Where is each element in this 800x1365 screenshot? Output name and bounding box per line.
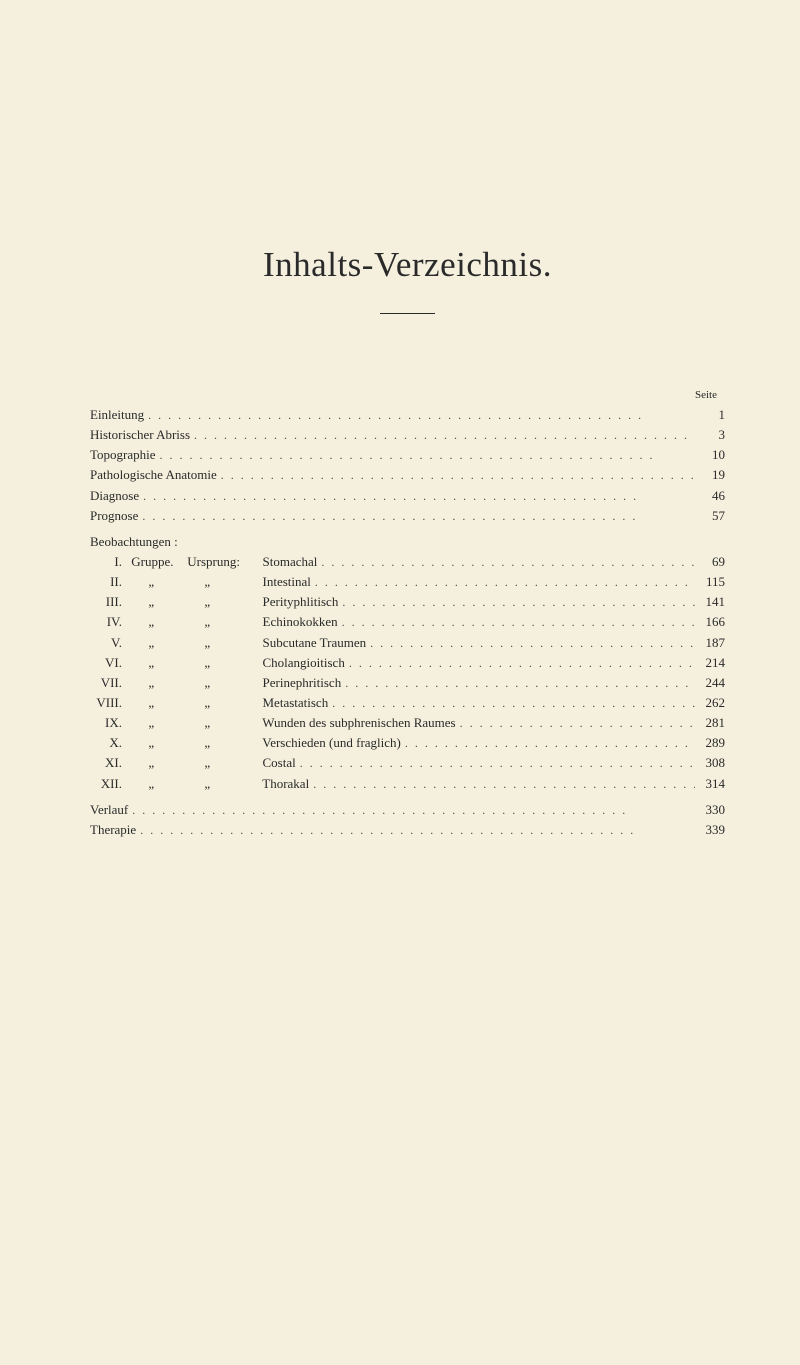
toc-label: V. „„ Subcutane Traumen [90, 633, 366, 653]
toc-page: 214 [695, 653, 725, 673]
toc-line: Topographie. . . . . . . . . . . . . . .… [90, 445, 725, 465]
toc-page: 166 [695, 612, 725, 632]
toc-page: 262 [695, 693, 725, 713]
toc-label: Prognose [90, 506, 138, 526]
toc-page: 330 [695, 800, 725, 820]
toc-label: XII. „„ Thorakal [90, 774, 309, 794]
toc-label: Therapie [90, 820, 136, 840]
sub-toc-section: I. Gruppe.Ursprung: Stomachal. . . . . .… [90, 552, 725, 794]
toc-page: 289 [695, 733, 725, 753]
toc-dots: . . . . . . . . . . . . . . . . . . . . … [366, 634, 695, 653]
toc-dots: . . . . . . . . . . . . . . . . . . . . … [296, 754, 695, 773]
toc-page: 1 [695, 405, 725, 425]
toc-label: Pathologische Anatomie [90, 465, 217, 485]
toc-label: Verlauf [90, 800, 128, 820]
toc-line: XI. „„ Costal. . . . . . . . . . . . . .… [90, 753, 725, 773]
toc-line: V. „„ Subcutane Traumen. . . . . . . . .… [90, 633, 725, 653]
toc-line: VII. „„ Perinephritisch. . . . . . . . .… [90, 673, 725, 693]
toc-label: VII. „„ Perinephritisch [90, 673, 341, 693]
toc-page: 46 [695, 486, 725, 506]
toc-label: II. „„ Intestinal [90, 572, 311, 592]
toc-dots: . . . . . . . . . . . . . . . . . . . . … [311, 573, 695, 592]
toc-label: X. „„ Verschieden (und fraglich) [90, 733, 401, 753]
toc-line: XII. „„ Thorakal. . . . . . . . . . . . … [90, 774, 725, 794]
toc-dots: . . . . . . . . . . . . . . . . . . . . … [136, 821, 695, 840]
toc-dots: . . . . . . . . . . . . . . . . . . . . … [341, 674, 695, 693]
toc-line: Diagnose. . . . . . . . . . . . . . . . … [90, 486, 725, 506]
toc-dots: . . . . . . . . . . . . . . . . . . . . … [328, 694, 695, 713]
toc-dots: . . . . . . . . . . . . . . . . . . . . … [401, 734, 695, 753]
toc-label: Historischer Abriss [90, 425, 190, 445]
toc-line: X. „„ Verschieden (und fraglich). . . . … [90, 733, 725, 753]
toc-line: Verlauf. . . . . . . . . . . . . . . . .… [90, 800, 725, 820]
toc-label: VIII. „„ Metastatisch [90, 693, 328, 713]
toc-label: Einleitung [90, 405, 144, 425]
toc-line: IX. „„ Wunden des subphrenischen Raumes.… [90, 713, 725, 733]
toc-page: 308 [695, 753, 725, 773]
toc-label: IX. „„ Wunden des subphrenischen Raumes [90, 713, 456, 733]
toc-dots: . . . . . . . . . . . . . . . . . . . . … [139, 487, 695, 506]
toc-page: 339 [695, 820, 725, 840]
toc-dots: . . . . . . . . . . . . . . . . . . . . … [309, 775, 695, 794]
toc-line: Historischer Abriss. . . . . . . . . . .… [90, 425, 725, 445]
beobachtungen-header: Beobachtungen : [90, 532, 725, 552]
toc-label: XI. „„ Costal [90, 753, 296, 773]
seite-header: Seite [90, 389, 725, 401]
toc-label: VI. „„ Cholangioitisch [90, 653, 345, 673]
toc-line: III. „„ Perityphlitisch. . . . . . . . .… [90, 592, 725, 612]
toc-page: 141 [695, 592, 725, 612]
toc-label: III. „„ Perityphlitisch [90, 592, 338, 612]
toc-page: 57 [695, 506, 725, 526]
title-divider [380, 313, 435, 314]
toc-label: Topographie [90, 445, 156, 465]
toc-page: 69 [695, 552, 725, 572]
final-toc-section: Verlauf. . . . . . . . . . . . . . . . .… [90, 800, 725, 840]
toc-line: Einleitung. . . . . . . . . . . . . . . … [90, 405, 725, 425]
toc-dots: . . . . . . . . . . . . . . . . . . . . … [128, 801, 695, 820]
toc-dots: . . . . . . . . . . . . . . . . . . . . … [456, 714, 695, 733]
main-toc-section: Einleitung. . . . . . . . . . . . . . . … [90, 405, 725, 526]
toc-dots: . . . . . . . . . . . . . . . . . . . . … [338, 593, 695, 612]
toc-label: I. Gruppe.Ursprung: Stomachal [90, 552, 317, 572]
toc-label: Diagnose [90, 486, 139, 506]
toc-line: VIII. „„ Metastatisch. . . . . . . . . .… [90, 693, 725, 713]
toc-page: 187 [695, 633, 725, 653]
toc-page: 19 [695, 465, 725, 485]
toc-line: Prognose. . . . . . . . . . . . . . . . … [90, 506, 725, 526]
toc-dots: . . . . . . . . . . . . . . . . . . . . … [217, 466, 695, 485]
toc-line: Pathologische Anatomie. . . . . . . . . … [90, 465, 725, 485]
toc-line: Therapie. . . . . . . . . . . . . . . . … [90, 820, 725, 840]
toc-page: 115 [695, 572, 725, 592]
toc-line: IV. „„ Echinokokken. . . . . . . . . . .… [90, 612, 725, 632]
toc-dots: . . . . . . . . . . . . . . . . . . . . … [345, 654, 695, 673]
toc-line: I. Gruppe.Ursprung: Stomachal. . . . . .… [90, 552, 725, 572]
toc-dots: . . . . . . . . . . . . . . . . . . . . … [317, 553, 695, 572]
toc-dots: . . . . . . . . . . . . . . . . . . . . … [156, 446, 695, 465]
toc-page: 314 [695, 774, 725, 794]
toc-dots: . . . . . . . . . . . . . . . . . . . . … [138, 507, 695, 526]
toc-page: 281 [695, 713, 725, 733]
toc-page: 244 [695, 673, 725, 693]
toc-dots: . . . . . . . . . . . . . . . . . . . . … [190, 426, 695, 445]
toc-dots: . . . . . . . . . . . . . . . . . . . . … [144, 406, 695, 425]
toc-label: IV. „„ Echinokokken [90, 612, 338, 632]
toc-page: 3 [695, 425, 725, 445]
toc-line: II. „„ Intestinal. . . . . . . . . . . .… [90, 572, 725, 592]
toc-dots: . . . . . . . . . . . . . . . . . . . . … [338, 613, 695, 632]
toc-line: VI. „„ Cholangioitisch. . . . . . . . . … [90, 653, 725, 673]
toc-page: 10 [695, 445, 725, 465]
page-title: Inhalts-Verzeichnis. [90, 245, 725, 285]
